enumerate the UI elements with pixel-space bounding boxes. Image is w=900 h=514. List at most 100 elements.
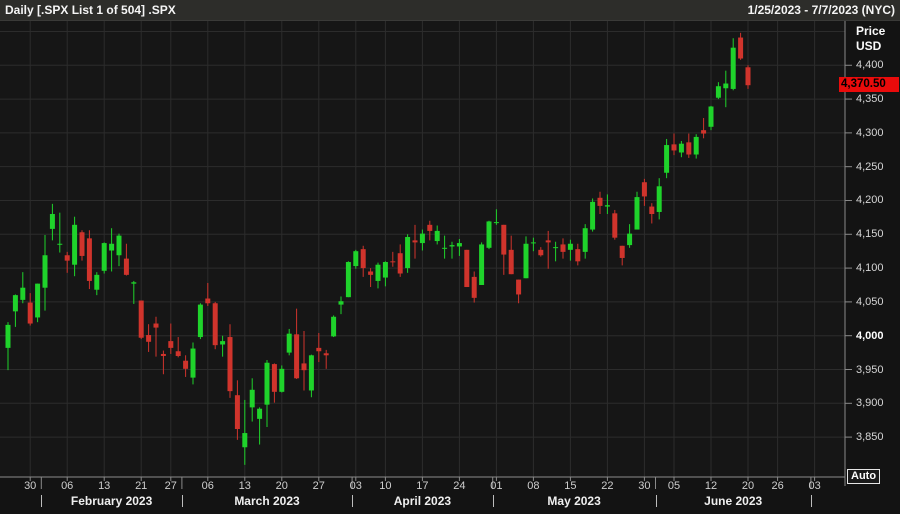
candle-body [279,368,285,392]
candle-body [641,182,647,197]
x-axis-day-label: 22 [601,480,614,492]
candle-body [286,333,292,353]
x-axis-day-label: 01 [490,480,503,492]
last-price-badge: 4,370.50 [839,77,899,93]
candle-body [175,351,181,356]
candle-body [634,197,640,230]
x-axis-month-label: April 2023 [393,494,452,508]
candle-body [109,243,115,251]
candle-body [390,261,396,263]
candle-body [323,353,329,356]
candle-body [20,287,26,300]
candle-body [560,244,566,252]
month-separator [810,495,812,507]
x-axis-day-label: 06 [201,480,214,492]
x-axis-day-label: 03 [349,480,362,492]
x-axis-day-label: 12 [704,480,718,492]
candle-body [449,245,455,247]
candle-body [397,253,403,274]
x-axis-month-label: February 2023 [70,494,153,508]
candle-body [64,255,70,261]
candle-body [123,258,129,275]
x-axis-day-label: 27 [164,480,177,492]
y-axis-label: 3,850 [856,431,884,444]
candle-body [405,236,411,269]
candle-body [501,224,507,255]
candle-body [419,233,425,244]
candle-body [412,240,418,243]
month-separator [655,495,657,507]
y-axis-label: 4,050 [856,295,884,308]
candle-body [338,301,344,305]
candle-body [604,205,610,207]
candle-body [582,228,588,252]
x-axis-day-label: 13 [98,480,111,492]
candle-body [508,249,514,275]
x-axis-day-label: 05 [667,480,681,492]
x-axis-day-label: 08 [527,480,540,492]
candle-body [345,262,351,298]
x-axis-day-label: 30 [638,480,651,492]
candle-body [471,276,477,298]
candle-body [434,230,440,242]
candle-body [708,106,714,127]
candle-body [308,355,314,391]
candle-body [212,303,218,346]
candle-body [264,362,270,405]
candle-body [49,214,55,229]
month-separator [181,495,183,507]
candle-body [671,144,677,151]
title-bar: Daily [.SPX List 1 of 504] .SPX 1/25/202… [0,0,900,21]
month-separator [352,495,354,507]
x-axis-month-label: May 2023 [547,494,601,508]
candle-body [368,271,374,275]
candle-body [94,274,100,290]
auto-scale-button[interactable]: Auto [847,469,881,484]
y-axis-label: 3,900 [856,397,884,410]
candle-body [523,243,529,279]
candle-body [227,337,233,392]
candle-body [530,242,536,244]
y-axis-label: 4,250 [856,160,884,173]
month-separator [492,495,494,507]
candle-body [205,298,211,304]
x-axis-day-label: 03 [808,480,821,492]
candle-body [664,145,670,173]
y-axis-label: 4,300 [856,126,884,139]
candle-body [612,213,618,238]
candle-body [486,221,492,248]
x-axis-day-label: 10 [379,480,392,492]
x-axis-month-label: March 2023 [234,494,300,508]
candle-body [649,206,655,215]
candle-body [168,341,174,348]
candle-body [101,243,107,271]
candle-body [271,364,277,392]
candle-body [442,247,448,249]
chart-title: Daily [.SPX List 1 of 504] .SPX [5,3,176,17]
y-axis-label: 4,200 [856,194,884,207]
candle-body [360,249,366,269]
y-axis-label: 4,000 [856,329,884,342]
date-range-label: 1/25/2023 - 7/7/2023 (NYC) [747,3,895,17]
candle-body [479,244,485,285]
candle-body [190,348,196,378]
x-axis-day-label: 21 [135,480,148,492]
candle-body [627,233,633,246]
candle-body [597,197,603,206]
price-axis-title: Price [856,24,886,38]
candle-body [249,389,255,408]
candle-body [382,262,388,278]
candle-body [220,341,226,345]
candle-body [331,316,337,337]
candle-body [723,83,729,89]
x-axis-day-label: 26 [771,480,784,492]
candle-body [57,243,63,245]
candle-body [538,249,544,256]
x-axis-month-label: June 2023 [704,494,763,508]
candle-body [116,235,122,256]
candle-body [353,251,359,267]
x-axis-day-label: 20 [275,480,288,492]
candle-body [619,245,625,258]
